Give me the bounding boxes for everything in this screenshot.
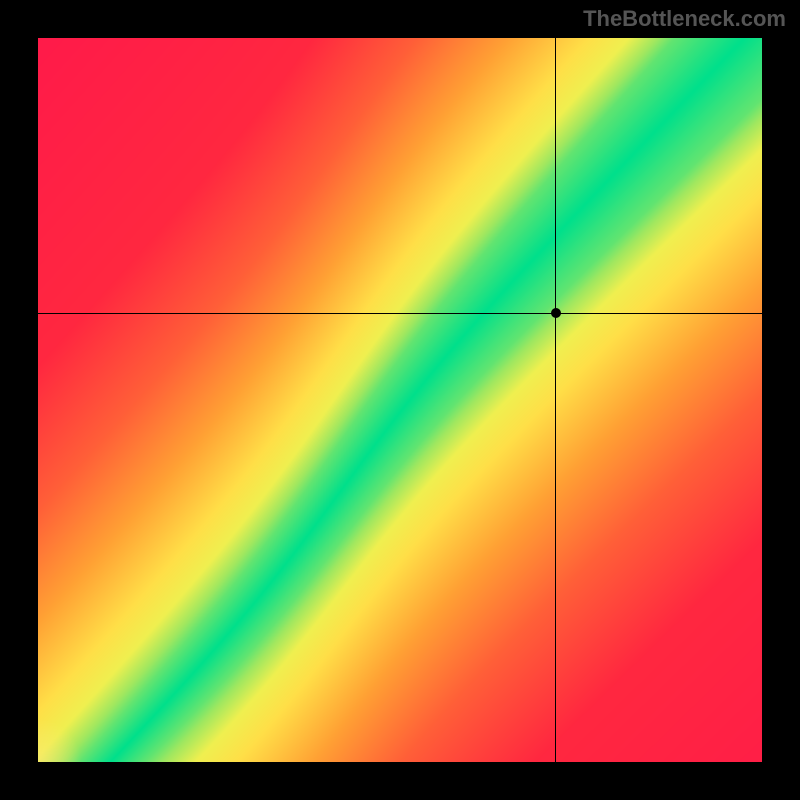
plot-area (38, 38, 762, 762)
data-marker (551, 308, 561, 318)
heatmap-canvas (38, 38, 762, 762)
crosshair-vertical (555, 38, 556, 762)
watermark: TheBottleneck.com (583, 6, 786, 32)
chart-container: TheBottleneck.com (0, 0, 800, 800)
crosshair-horizontal (38, 313, 762, 314)
